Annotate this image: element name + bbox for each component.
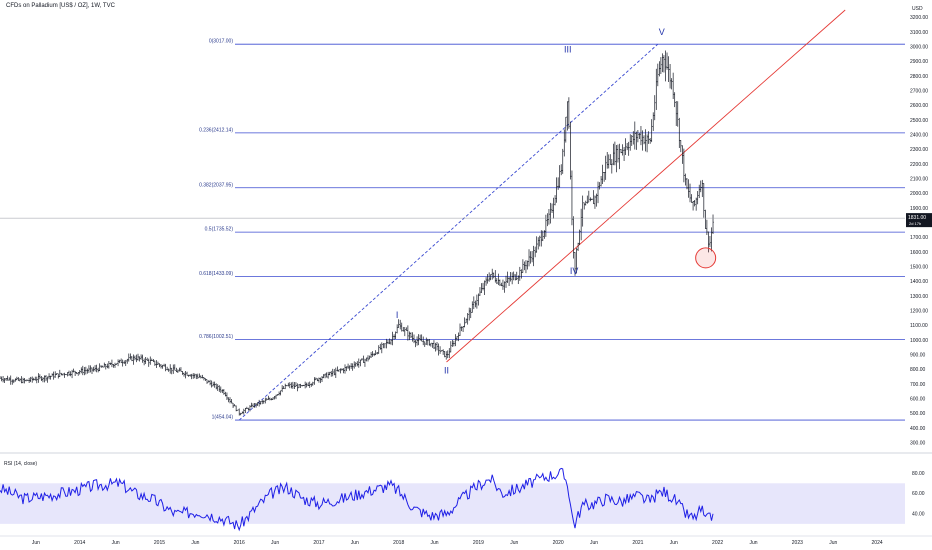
highlight-circle bbox=[695, 247, 717, 269]
price-tick-label: 2100.00 bbox=[910, 176, 928, 182]
fib-label: 0.5(1735.52) bbox=[205, 227, 234, 233]
fib-label: 0(3017.00) bbox=[209, 39, 234, 45]
time-tick-label: 2014 bbox=[74, 540, 85, 546]
trend-line bbox=[446, 9, 846, 363]
wave-label: V bbox=[659, 27, 665, 37]
price-tick-label: 2700.00 bbox=[910, 88, 928, 94]
time-tick-label: Jun bbox=[510, 540, 518, 546]
price-tick-label: 2600.00 bbox=[910, 103, 928, 109]
price-tick-label: 3200.00 bbox=[910, 15, 928, 21]
wave-label: III bbox=[564, 45, 572, 55]
price-tick-label: 1000.00 bbox=[910, 338, 928, 344]
price-tick-label: 700.00 bbox=[910, 382, 926, 388]
fib-label: 0.382(2037.95) bbox=[199, 182, 233, 188]
price-tick-label: 2200.00 bbox=[910, 162, 928, 168]
time-tick-label: 2016 bbox=[234, 540, 245, 546]
trend-line bbox=[238, 43, 659, 421]
price-tick-label: 3000.00 bbox=[910, 44, 928, 50]
time-tick-label: Jun bbox=[271, 540, 279, 546]
wave-label: II bbox=[444, 366, 449, 376]
price-tick-label: 2000.00 bbox=[910, 191, 928, 197]
price-tick-label: 1700.00 bbox=[910, 235, 928, 241]
time-tick-label: Jun bbox=[431, 540, 439, 546]
time-tick-label: 2015 bbox=[154, 540, 165, 546]
time-tick-label: Jun bbox=[32, 540, 40, 546]
price-tick-label: 1600.00 bbox=[910, 250, 928, 256]
time-tick-label: Jun bbox=[112, 540, 120, 546]
last-price-box bbox=[906, 213, 932, 228]
trend-lines bbox=[238, 9, 846, 421]
time-tick-label: 2017 bbox=[313, 540, 324, 546]
price-tick-label: 3100.00 bbox=[910, 30, 928, 36]
time-tick-label: Jun bbox=[590, 540, 598, 546]
fib-label: 0.618(1433.09) bbox=[199, 271, 233, 277]
rsi-band bbox=[0, 452, 932, 524]
price-tick-label: 1400.00 bbox=[910, 279, 928, 285]
rsi-axis: 40.00 60.00 80.00 bbox=[912, 471, 925, 518]
fib-label: 0.786(1002.51) bbox=[199, 334, 233, 340]
chart-title: CFDs on Palladium [US$ / OZ], 1W, TVC bbox=[6, 3, 115, 9]
rsi-band-fill bbox=[0, 483, 905, 524]
fib-label: 1(454.04) bbox=[212, 415, 234, 421]
price-tick-label: 400.00 bbox=[910, 426, 926, 432]
fib-levels: 0(3017.00) 0.236(2412.14) 0.382(2037.95) 0.… bbox=[199, 39, 905, 421]
wave-label: I bbox=[396, 310, 399, 320]
rsi-tick-label: 60.00 bbox=[912, 491, 925, 497]
time-tick-label: 2023 bbox=[792, 540, 803, 546]
price-tick-label: 900.00 bbox=[910, 352, 926, 358]
time-tick-label: Jun bbox=[749, 540, 757, 546]
rsi-line: RSI (14, close) bbox=[0, 461, 714, 532]
last-price-countdown: 2d 17h bbox=[909, 221, 921, 226]
time-tick-label: Jun bbox=[351, 540, 359, 546]
price-tick-label: 1100.00 bbox=[910, 323, 928, 329]
time-tick-label: 2021 bbox=[632, 540, 643, 546]
time-tick-label: 2020 bbox=[553, 540, 564, 546]
price-tick-label: 2400.00 bbox=[910, 132, 928, 138]
rsi-path bbox=[0, 467, 714, 532]
rsi-label: RSI (14, close) bbox=[4, 461, 37, 467]
price-tick-label: 2900.00 bbox=[910, 59, 928, 65]
price-tick-label: 1900.00 bbox=[910, 206, 928, 212]
time-tick-label: Jun bbox=[191, 540, 199, 546]
price-tick-label: 2300.00 bbox=[910, 147, 928, 153]
price-tick-label: 2800.00 bbox=[910, 74, 928, 80]
price-tick-label: 1200.00 bbox=[910, 308, 928, 314]
rsi-tick-label: 40.00 bbox=[912, 512, 925, 518]
time-tick-label: Jun bbox=[829, 540, 837, 546]
price-tick-label: 1500.00 bbox=[910, 264, 928, 270]
time-tick-label: 2022 bbox=[712, 540, 723, 546]
price-tick-label: 600.00 bbox=[910, 396, 926, 402]
price-bars bbox=[0, 50, 717, 416]
price-tick-label: 500.00 bbox=[910, 411, 926, 417]
price-axis[interactable]: 300.00 400.00 500.00 600.00 700.00 800.00 900.… bbox=[910, 6, 928, 446]
time-axis[interactable]: Jun 2014 Jun 2015 Jun 2016 Jun 2017 Jun 2018 Jun 20… bbox=[0, 535, 932, 546]
time-tick-label: 2019 bbox=[473, 540, 484, 546]
price-tick-label: 800.00 bbox=[910, 367, 926, 373]
price-tick-label: 2500.00 bbox=[910, 118, 928, 124]
rsi-tick-label: 80.00 bbox=[912, 471, 925, 477]
time-tick-label: Jun bbox=[670, 540, 678, 546]
price-tick-label: 1300.00 bbox=[910, 294, 928, 300]
time-tick-label: 2024 bbox=[872, 540, 883, 546]
fib-label: 0.236(2412.14) bbox=[199, 127, 233, 133]
last-price-value: 1831.00 bbox=[908, 215, 926, 221]
currency-label: USD bbox=[912, 6, 923, 12]
wave-label: IV bbox=[570, 266, 579, 276]
time-tick-label: 2018 bbox=[393, 540, 404, 546]
price-tick-label: 300.00 bbox=[910, 440, 926, 446]
